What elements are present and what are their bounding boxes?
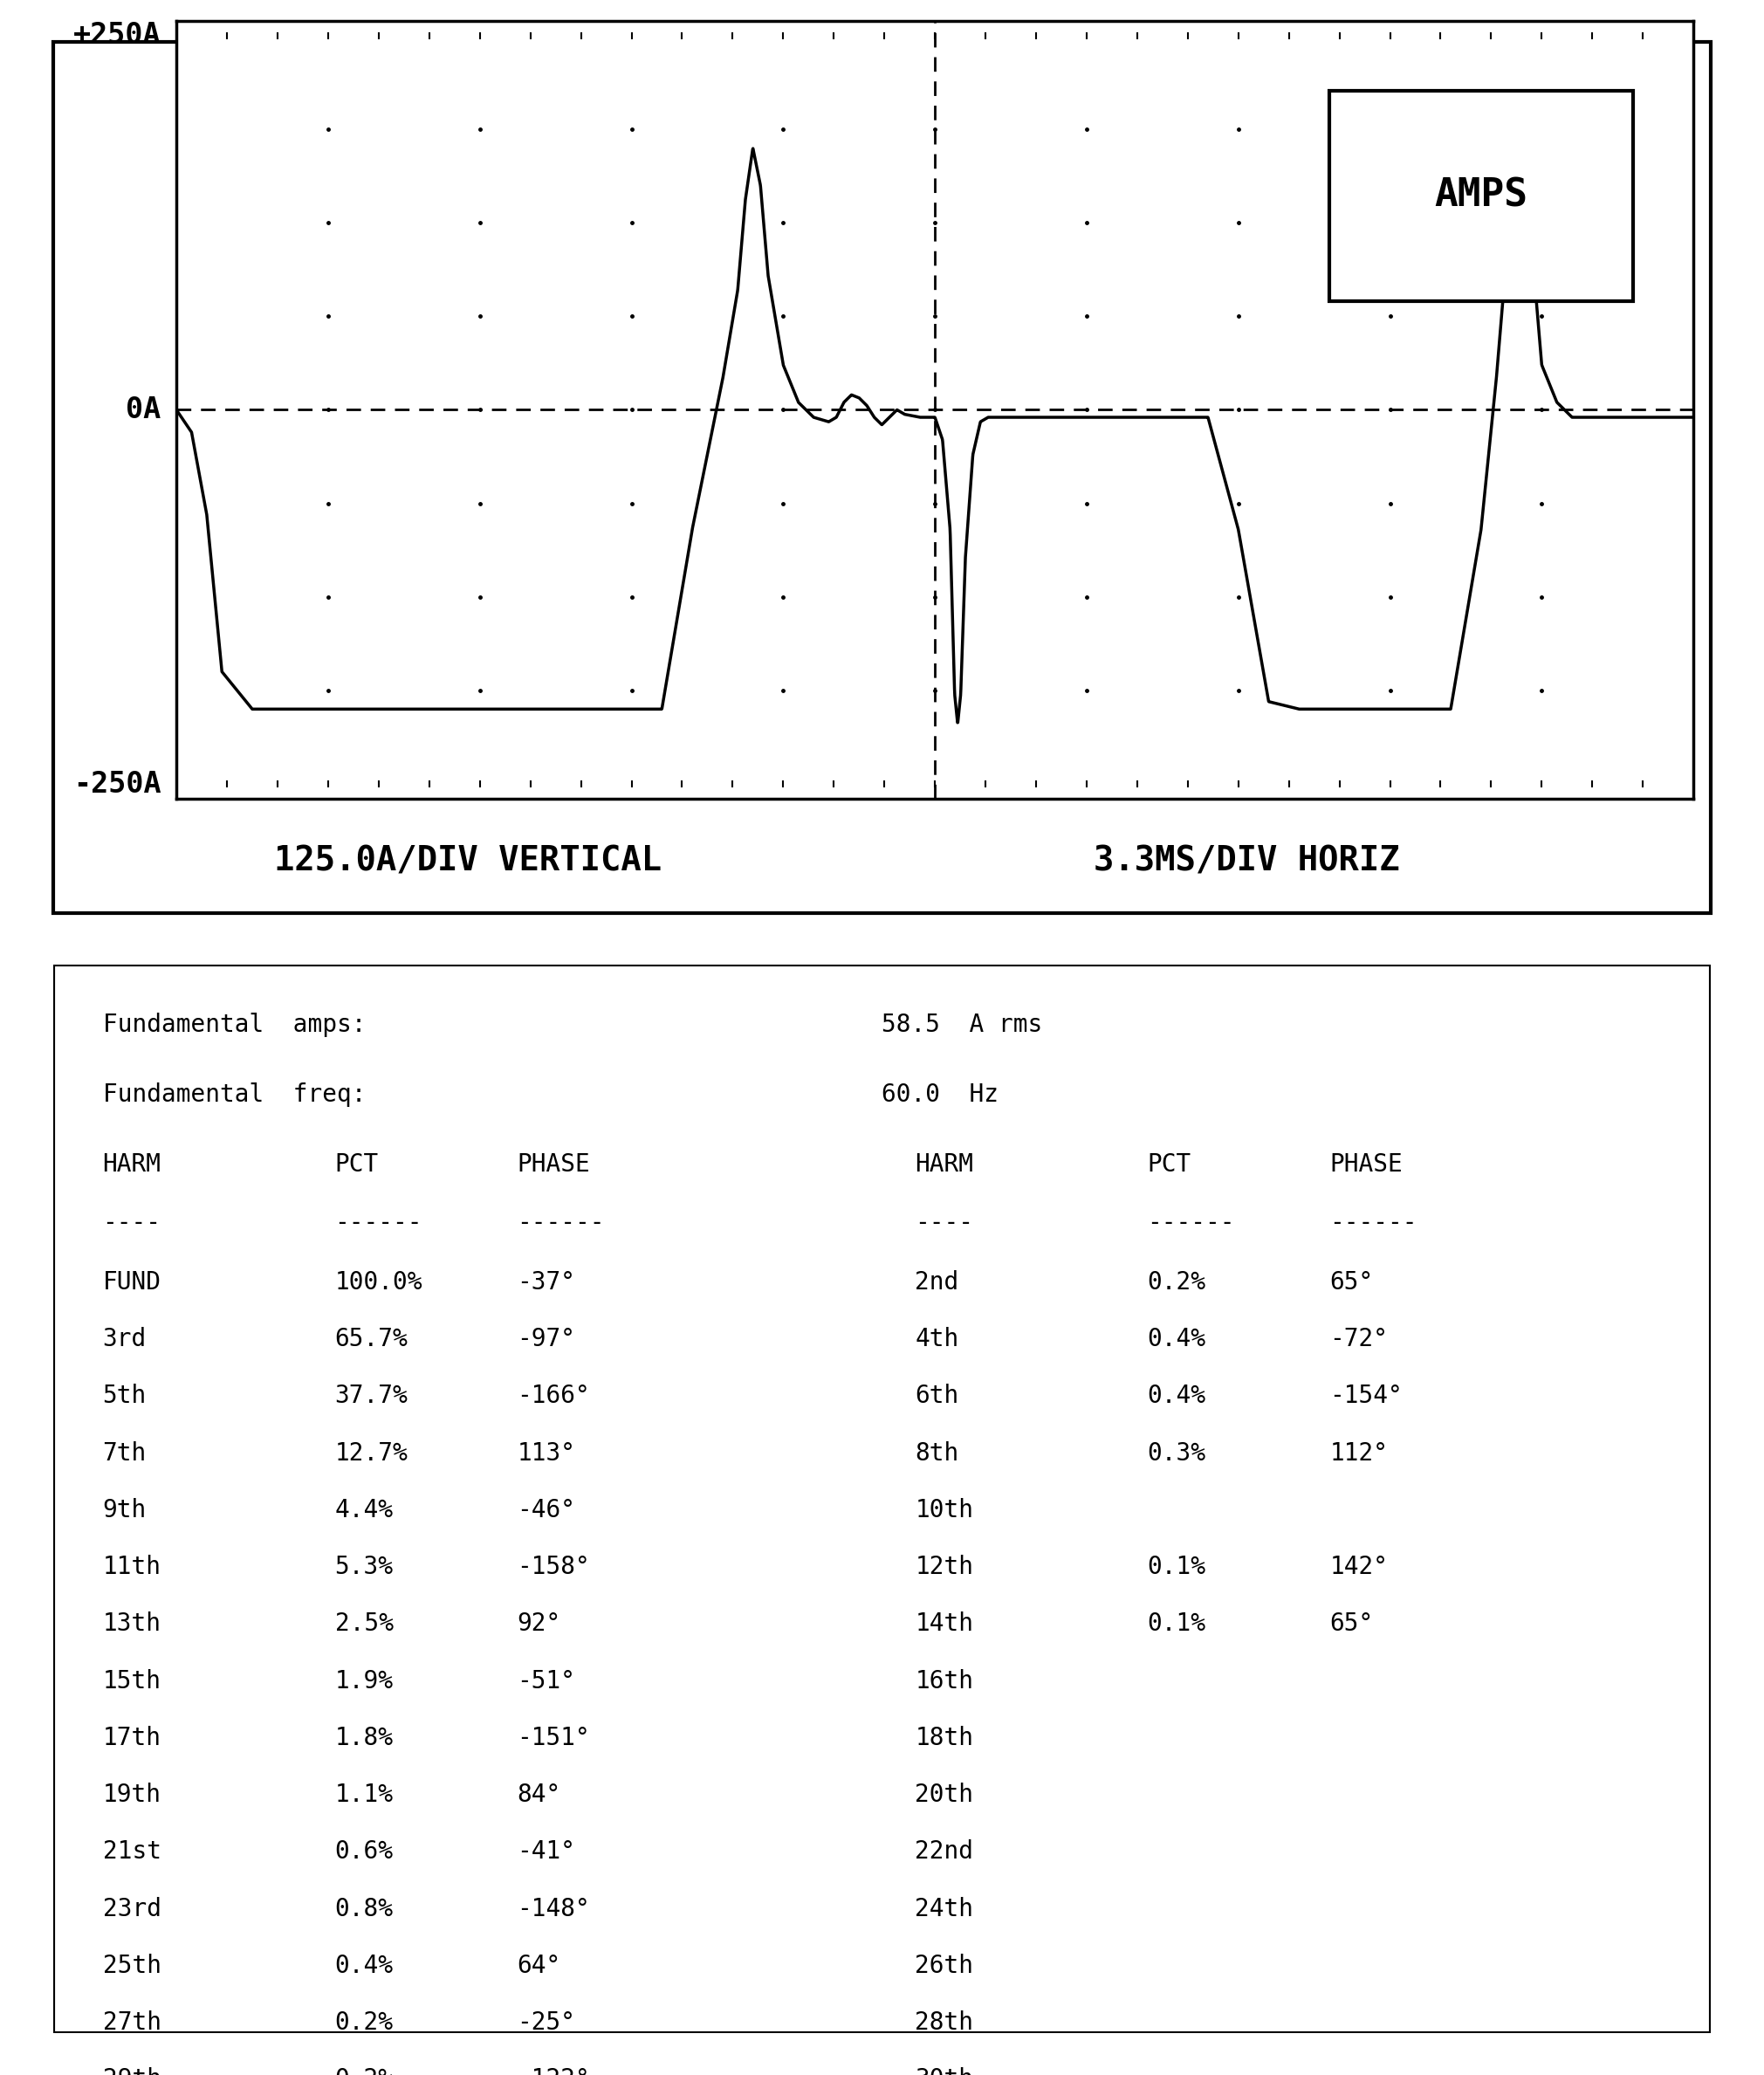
Text: 25th: 25th: [102, 1953, 161, 1977]
Text: 0.2%: 0.2%: [335, 2067, 393, 2075]
Text: 8th: 8th: [916, 1440, 960, 1465]
Text: 5.3%: 5.3%: [335, 1554, 393, 1579]
Text: 28th: 28th: [916, 2011, 974, 2036]
Text: 0.4%: 0.4%: [335, 1953, 393, 1977]
Text: 0.8%: 0.8%: [335, 1897, 393, 1921]
Text: 112°: 112°: [1330, 1440, 1388, 1465]
Text: 12th: 12th: [916, 1554, 974, 1579]
Text: 2nd: 2nd: [916, 1270, 960, 1295]
Text: ------: ------: [517, 1212, 605, 1235]
Text: 13th: 13th: [102, 1612, 161, 1637]
Text: 0.3%: 0.3%: [1147, 1440, 1207, 1465]
Text: PCT: PCT: [1147, 1152, 1191, 1177]
Text: 5th: 5th: [102, 1384, 146, 1409]
Text: ------: ------: [1330, 1212, 1418, 1235]
Text: PCT: PCT: [335, 1152, 379, 1177]
Text: ----: ----: [916, 1212, 974, 1235]
Text: 100.0%: 100.0%: [335, 1270, 423, 1295]
Text: -46°: -46°: [517, 1498, 575, 1523]
Text: Fundamental  freq:: Fundamental freq:: [102, 1083, 365, 1106]
Text: 18th: 18th: [916, 1726, 974, 1749]
Text: 21st: 21st: [102, 1841, 161, 1863]
Text: -37°: -37°: [517, 1270, 575, 1295]
Text: 24th: 24th: [916, 1897, 974, 1921]
Text: 65°: 65°: [1330, 1612, 1374, 1637]
Text: 27th: 27th: [102, 2011, 161, 2036]
Text: 3.3MS/DIV HORIZ: 3.3MS/DIV HORIZ: [1094, 845, 1401, 878]
Text: FUND: FUND: [102, 1270, 161, 1295]
Text: 29th: 29th: [102, 2067, 161, 2075]
Text: 60.0  Hz: 60.0 Hz: [882, 1083, 998, 1106]
Text: 30th: 30th: [916, 2067, 974, 2075]
Text: +250A: +250A: [74, 21, 161, 50]
Text: 19th: 19th: [102, 1782, 161, 1807]
Text: HARM: HARM: [102, 1152, 161, 1177]
FancyBboxPatch shape: [1330, 91, 1633, 301]
Text: 64°: 64°: [517, 1953, 561, 1977]
Text: 1.1%: 1.1%: [335, 1782, 393, 1807]
Text: -25°: -25°: [517, 2011, 575, 2036]
Text: 14th: 14th: [916, 1612, 974, 1637]
Text: 92°: 92°: [517, 1612, 561, 1637]
Text: 15th: 15th: [102, 1668, 161, 1693]
Text: 0.1%: 0.1%: [1147, 1612, 1207, 1637]
Text: 0A: 0A: [125, 396, 161, 423]
Text: 7th: 7th: [102, 1440, 146, 1465]
Text: 0.2%: 0.2%: [335, 2011, 393, 2036]
Text: 16th: 16th: [916, 1668, 974, 1693]
Text: 26th: 26th: [916, 1953, 974, 1977]
Text: 10th: 10th: [916, 1498, 974, 1523]
Text: 84°: 84°: [517, 1782, 561, 1807]
Text: -148°: -148°: [517, 1897, 591, 1921]
Text: -51°: -51°: [517, 1668, 575, 1693]
Text: -72°: -72°: [1330, 1326, 1388, 1351]
Text: 17th: 17th: [102, 1726, 161, 1749]
Text: HARM: HARM: [916, 1152, 974, 1177]
Text: -151°: -151°: [517, 1726, 591, 1749]
Text: ----: ----: [102, 1212, 161, 1235]
Text: 0.2%: 0.2%: [1147, 1270, 1207, 1295]
Text: 37.7%: 37.7%: [335, 1384, 407, 1409]
Text: 20th: 20th: [916, 1782, 974, 1807]
Text: PHASE: PHASE: [517, 1152, 591, 1177]
Text: 0.4%: 0.4%: [1147, 1326, 1207, 1351]
Text: 23rd: 23rd: [102, 1897, 161, 1921]
Text: -97°: -97°: [517, 1326, 575, 1351]
Text: -122°: -122°: [517, 2067, 591, 2075]
Text: ------: ------: [1147, 1212, 1235, 1235]
Text: 22nd: 22nd: [916, 1841, 974, 1863]
Text: 1.8%: 1.8%: [335, 1726, 393, 1749]
Text: 1.9%: 1.9%: [335, 1668, 393, 1693]
Text: 125.0A/DIV VERTICAL: 125.0A/DIV VERTICAL: [273, 845, 662, 878]
Text: 58.5  A rms: 58.5 A rms: [882, 1013, 1043, 1038]
Text: 12.7%: 12.7%: [335, 1440, 407, 1465]
Text: Fundamental  amps:: Fundamental amps:: [102, 1013, 365, 1038]
Text: ------: ------: [335, 1212, 423, 1235]
Text: -158°: -158°: [517, 1554, 591, 1579]
Text: -41°: -41°: [517, 1841, 575, 1863]
Text: 0.1%: 0.1%: [1147, 1554, 1207, 1579]
Text: 6th: 6th: [916, 1384, 960, 1409]
Text: 11th: 11th: [102, 1554, 161, 1579]
Text: 142°: 142°: [1330, 1554, 1388, 1579]
Text: 65°: 65°: [1330, 1270, 1374, 1295]
Text: 3rd: 3rd: [102, 1326, 146, 1351]
Text: AMPS: AMPS: [1434, 176, 1528, 214]
Text: 2.5%: 2.5%: [335, 1612, 393, 1637]
Text: 9th: 9th: [102, 1498, 146, 1523]
Text: -154°: -154°: [1330, 1384, 1402, 1409]
Text: PHASE: PHASE: [1330, 1152, 1402, 1177]
Text: 4.4%: 4.4%: [335, 1498, 393, 1523]
Text: 0.4%: 0.4%: [1147, 1384, 1207, 1409]
Text: 65.7%: 65.7%: [335, 1326, 407, 1351]
Text: -250A: -250A: [74, 770, 161, 799]
Text: 0.6%: 0.6%: [335, 1841, 393, 1863]
Text: 4th: 4th: [916, 1326, 960, 1351]
Text: 113°: 113°: [517, 1440, 575, 1465]
Text: -166°: -166°: [517, 1384, 591, 1409]
